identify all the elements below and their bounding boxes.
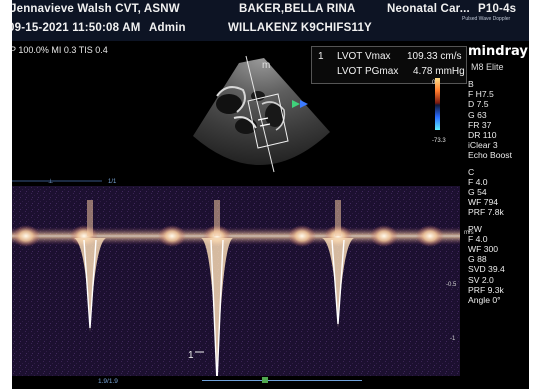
- mode-small-label: Pulsed Wave Doppler: [462, 16, 511, 22]
- mi-status: MI 0.3: [51, 45, 77, 55]
- color-scale-top: 0: [432, 80, 436, 86]
- department-label: Neonatal Car...: [387, 3, 470, 15]
- sample-gate[interactable]: [259, 123, 271, 127]
- measurement-value: 109.33 cm/s: [407, 51, 462, 62]
- bottom-ratio-label: 1.9/1.9: [98, 378, 118, 385]
- tis-status: TIS 0.4: [78, 45, 108, 55]
- param-item: PRF 9.3k: [468, 284, 504, 295]
- velocity-unit: m/s: [464, 230, 474, 236]
- param-item: D 7.5: [468, 99, 489, 110]
- spectral-waveform: [201, 238, 233, 376]
- cardiac-wall: [233, 116, 257, 129]
- color-scale-bottom: -73.3: [432, 138, 446, 144]
- param-section-c: C: [468, 166, 475, 177]
- velocity-tick: -1: [450, 336, 456, 342]
- bottom-ruler: 1.9/1.9: [12, 376, 529, 389]
- param-item: F H7.5: [468, 89, 494, 100]
- operator-name: Jennavieve Walsh CVT, ASNW: [12, 3, 180, 15]
- scale-ratio-label: 1/1: [108, 179, 117, 185]
- timeline-marker: ⊥: [48, 178, 53, 185]
- exam-datetime: 09-15-2021 11:50:08 AM: [12, 22, 141, 34]
- spectral-glow: [158, 225, 186, 247]
- spectral-glow: [416, 225, 444, 247]
- cardiac-chamber: [251, 91, 265, 101]
- image-area: m 0 -73.3 1/1 ⊥: [12, 55, 446, 185]
- velocity-tick: -0.5: [446, 282, 457, 288]
- cardiac-chamber: [216, 94, 242, 114]
- param-item: G 63: [468, 109, 487, 120]
- measurement-cursor[interactable]: 1: [188, 350, 194, 361]
- param-item: FR 37: [468, 119, 492, 130]
- power-status: P 100.0%: [12, 45, 49, 55]
- param-section-pw: PW: [468, 223, 482, 234]
- cardiac-chamber: [265, 103, 285, 127]
- spectral-spike: [87, 200, 93, 236]
- velocity-scale: m/s -0.5 -1: [446, 186, 529, 376]
- probe-label: P10-4s: [478, 3, 517, 15]
- param-item: G 54: [468, 187, 487, 198]
- header-bar: Jennavieve Walsh CVT, ASNW BAKER,BELLA R…: [12, 0, 529, 41]
- orientation-marker: m: [262, 60, 270, 71]
- param-item: G 88: [468, 254, 487, 265]
- spectral-waveform: [322, 238, 354, 328]
- spectral-glow: [12, 225, 40, 247]
- param-list-c: F 4.0 G 54 WF 794 PRF 7.8k: [468, 177, 528, 218]
- param-item: SVD 39.4: [468, 264, 505, 275]
- color-scale-bar: [435, 78, 440, 130]
- spectral-envelope: [83, 239, 97, 329]
- doppler-cursor-line[interactable]: [245, 55, 275, 173]
- parameter-panel: B F H7.5 D 7.5 G 63 FR 37 DR 110 iClear …: [468, 76, 528, 305]
- ultrasound-screen: Jennavieve Walsh CVT, ASNW BAKER,BELLA R…: [12, 0, 529, 389]
- measurement-label: LVOT PGmax: [337, 66, 399, 77]
- param-list-pw: F 4.0 WF 300 G 88 SVD 39.4 SV 2.0 PRF 9.…: [468, 234, 528, 305]
- param-item: F 4.0: [468, 176, 488, 187]
- user-label: Admin: [149, 22, 186, 34]
- measurement-label: LVOT Vmax: [337, 51, 391, 62]
- measurement-index: 1: [318, 51, 324, 62]
- ecg-timeline: [202, 380, 362, 381]
- spectral-beats: [12, 200, 444, 376]
- spectral-envelope: [331, 239, 345, 325]
- spectral-background: [12, 186, 460, 376]
- cardiac-wall: [216, 86, 246, 113]
- param-item: SV 2.0: [468, 274, 494, 285]
- sample-gate[interactable]: [257, 117, 269, 121]
- param-item: Angle 0°: [468, 295, 501, 306]
- color-direction-icon: [292, 100, 300, 108]
- echo-sector: [193, 58, 330, 166]
- param-item: Echo Boost: [468, 150, 512, 161]
- spectral-spike: [214, 200, 220, 236]
- brand-logo: mindray: [468, 44, 528, 59]
- param-item: iClear 3: [468, 140, 498, 151]
- spectral-waveform: [74, 238, 106, 332]
- patient-name: BAKER,BELLA RINA: [239, 3, 356, 15]
- param-item: PRF 7.8k: [468, 207, 504, 218]
- cardiac-wall: [261, 101, 286, 131]
- param-item: F 4.0: [468, 233, 488, 244]
- color-direction-icon: [300, 100, 308, 108]
- measurement-value: 4.78 mmHg: [413, 66, 465, 77]
- spectral-glow: [288, 225, 316, 247]
- patient-id: WILLAKENZ K9CHIFS11Y: [228, 22, 372, 34]
- param-item: WF 794: [468, 197, 499, 208]
- param-item: DR 110: [468, 130, 497, 141]
- spectral-envelope: [210, 239, 224, 376]
- param-item: WF 300: [468, 244, 499, 255]
- spectral-spike: [335, 200, 341, 236]
- spectral-glow: [370, 225, 398, 247]
- param-section-b: B: [468, 79, 474, 89]
- sample-volume-box[interactable]: [247, 93, 289, 149]
- param-list-b: F H7.5 D 7.5 G 63 FR 37 DR 110 iClear 3 …: [468, 89, 528, 160]
- output-status: P 100.0% MI 0.3 TIS 0.4: [12, 45, 108, 55]
- spectral-doppler-trace: 1: [12, 186, 460, 376]
- model-name: M8 Elite: [471, 62, 504, 72]
- measurement-box: 1 LVOT Vmax 109.33 cm/s LVOT PGmax 4.78 …: [311, 46, 467, 84]
- ecg-marker: [262, 377, 268, 383]
